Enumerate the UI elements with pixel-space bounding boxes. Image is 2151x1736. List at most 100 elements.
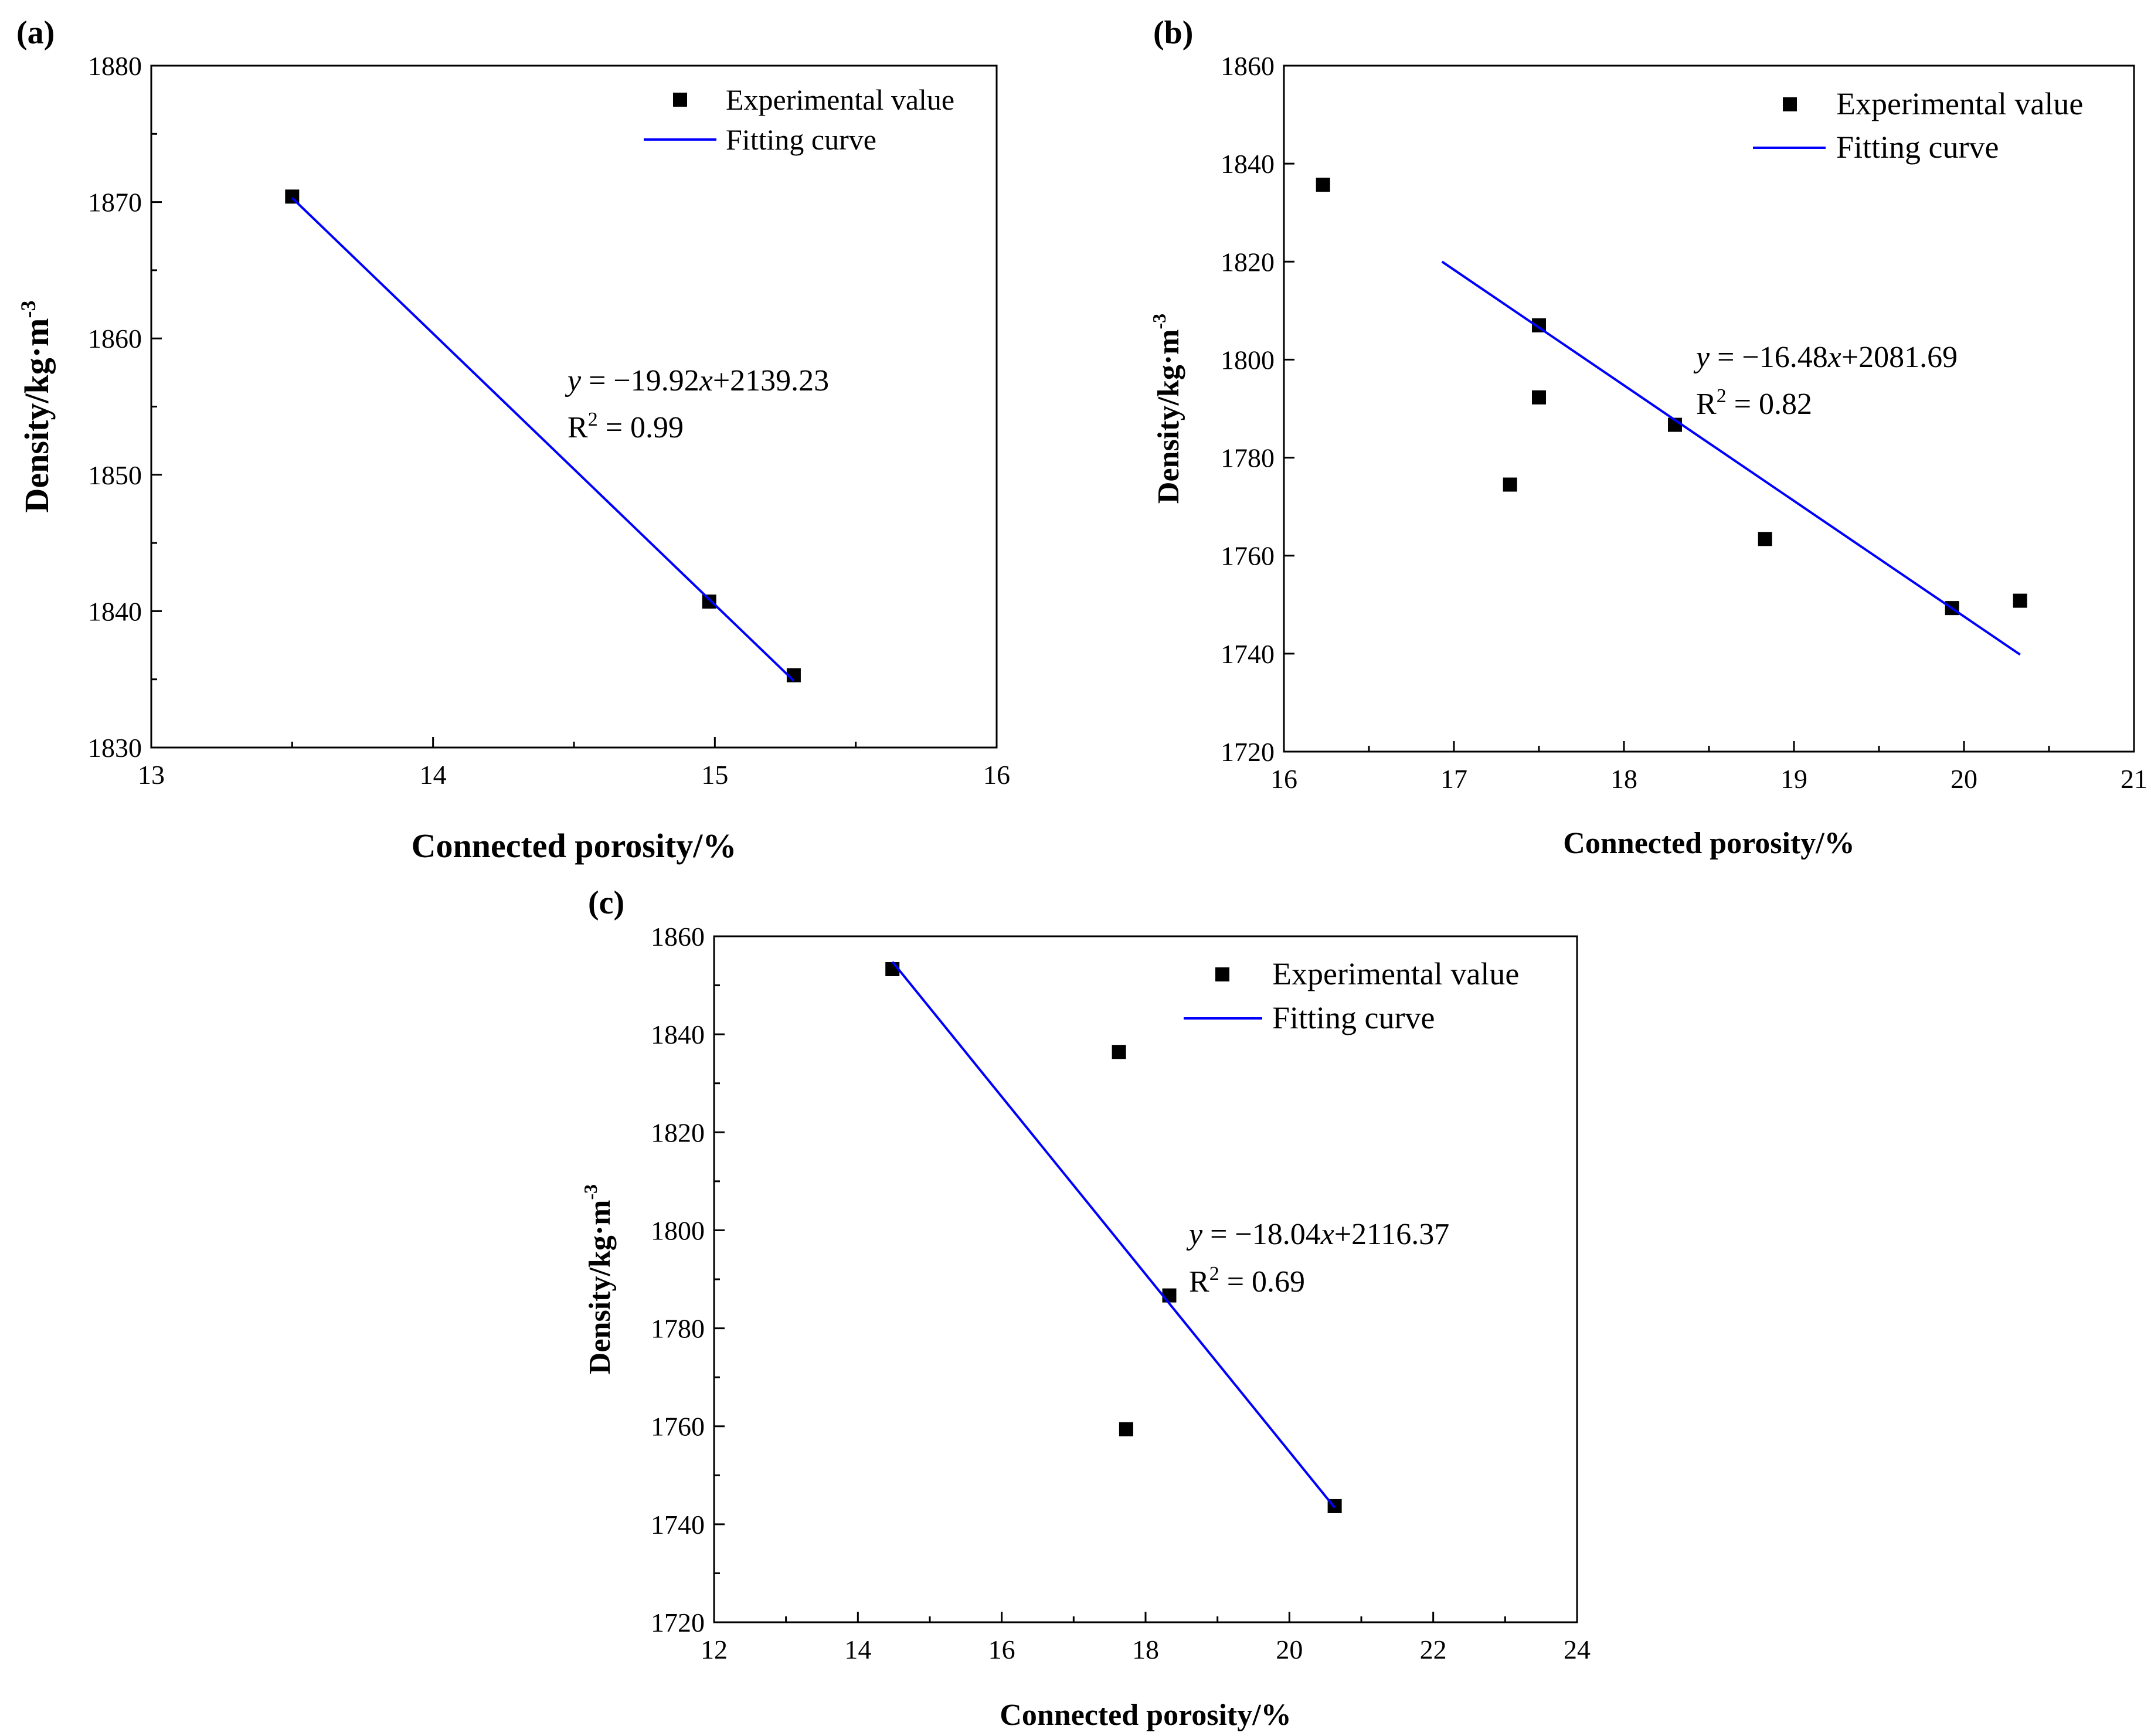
x-tick-label: 19 bbox=[1780, 764, 1807, 794]
chart-panel-2: (b) 16 17 18 19 20 21 1720 1740 1760 1780 1800 1820 1… bbox=[1148, 15, 2147, 860]
y-axis-label-superscript: -3 bbox=[580, 1184, 601, 1200]
legend-label-experimental: Experimental value bbox=[1272, 956, 1519, 991]
y-axis-label-text: Density/kg·m bbox=[18, 318, 56, 513]
y-axis-label-superscript: -3 bbox=[16, 301, 40, 318]
equation-x: x bbox=[1827, 341, 1841, 374]
y-tick-label: 1850 bbox=[88, 460, 142, 490]
experimental-point bbox=[1758, 532, 1772, 546]
experimental-point bbox=[1532, 390, 1546, 405]
chart-panel-1: (a) 13 14 15 16 1830 1840 1850 1860 1870 1880 Conne… bbox=[16, 15, 1010, 865]
y-tick-label: 1840 bbox=[1221, 149, 1275, 179]
equation-intercept: +2139.23 bbox=[713, 364, 829, 398]
legend: Experimental value Fitting curve bbox=[1184, 956, 1519, 1035]
legend-marker-square bbox=[673, 93, 687, 107]
x-tick-label: 20 bbox=[1950, 764, 1977, 794]
x-tick-label: 14 bbox=[420, 760, 447, 790]
x-axis-label: Connected porosity/% bbox=[1563, 827, 1854, 860]
equation-slope: = −16.48 bbox=[1710, 341, 1828, 374]
y-tick-label: 1740 bbox=[651, 1510, 705, 1540]
x-tick-label: 15 bbox=[701, 760, 728, 790]
y-tick-label: 1860 bbox=[1221, 51, 1275, 81]
x-axis-label: Connected porosity/% bbox=[1000, 1698, 1291, 1732]
fit-r-squared: R2 = 0.82 bbox=[1696, 385, 1812, 421]
equation-intercept: +2116.37 bbox=[1334, 1218, 1449, 1251]
panel-label: (c) bbox=[588, 885, 624, 921]
x-tick-label: 18 bbox=[1132, 1635, 1159, 1664]
y-tick-label: 1720 bbox=[1221, 737, 1275, 767]
legend-label-fitting: Fitting curve bbox=[1836, 130, 1999, 165]
equation-y: y bbox=[1186, 1218, 1203, 1251]
r2-base: R bbox=[1189, 1265, 1209, 1299]
y-tick-label: 1870 bbox=[88, 188, 142, 218]
fit-equation: y = −19.92x+2139.23 bbox=[565, 364, 829, 398]
y-tick-label: 1840 bbox=[88, 596, 142, 626]
legend-label-fitting: Fitting curve bbox=[726, 123, 876, 156]
r2-superscript: 2 bbox=[1209, 1263, 1219, 1285]
fit-equation: y = −16.48x+2081.69 bbox=[1693, 341, 1958, 374]
x-tick-label: 16 bbox=[1270, 764, 1297, 794]
equation-y: y bbox=[565, 364, 582, 398]
y-tick-label: 1880 bbox=[88, 51, 142, 81]
r2-value: = 0.69 bbox=[1219, 1265, 1305, 1299]
y-axis-label: Density/kg·m-3 bbox=[580, 1184, 617, 1374]
experimental-point bbox=[1112, 1045, 1126, 1059]
x-tick-label: 13 bbox=[138, 760, 165, 790]
y-tick-label: 1740 bbox=[1221, 639, 1275, 669]
panel-label: (a) bbox=[16, 15, 55, 51]
y-tick-label: 1830 bbox=[88, 733, 142, 763]
y-axis-label-text: Density/kg·m bbox=[583, 1200, 617, 1375]
y-axis-label: Density/kg·m-3 bbox=[16, 301, 56, 513]
y-tick-label: 1820 bbox=[1221, 247, 1275, 277]
y-tick-label: 1860 bbox=[88, 324, 142, 354]
r2-superscript: 2 bbox=[1717, 385, 1727, 407]
x-tick-label: 24 bbox=[1564, 1635, 1591, 1664]
r2-value: = 0.82 bbox=[1727, 388, 1812, 421]
plot-frame bbox=[150, 64, 998, 749]
y-tick-label: 1780 bbox=[1221, 443, 1275, 473]
equation-x: x bbox=[1320, 1218, 1334, 1251]
x-tick-label: 17 bbox=[1440, 764, 1467, 794]
y-tick-label: 1800 bbox=[651, 1215, 705, 1245]
equation-slope: = −19.92 bbox=[581, 364, 699, 398]
y-axis-label-superscript: -3 bbox=[1148, 314, 1170, 329]
r2-base: R bbox=[568, 411, 588, 444]
y-tick-label: 1720 bbox=[651, 1608, 705, 1638]
experimental-point bbox=[1119, 1422, 1133, 1436]
panel-label: (b) bbox=[1153, 15, 1193, 51]
x-tick-label: 20 bbox=[1276, 1635, 1303, 1664]
y-tick-label: 1800 bbox=[1221, 345, 1275, 375]
legend: Experimental value Fitting curve bbox=[644, 83, 954, 156]
experimental-point bbox=[2013, 593, 2027, 608]
x-tick-label: 22 bbox=[1420, 1635, 1447, 1664]
x-tick-label: 12 bbox=[701, 1635, 728, 1664]
fitting-curve-line bbox=[891, 961, 1336, 1509]
x-tick-label: 18 bbox=[1610, 764, 1637, 794]
legend-marker-square bbox=[1783, 97, 1797, 111]
legend-label-fitting: Fitting curve bbox=[1272, 1000, 1435, 1035]
legend-label-experimental: Experimental value bbox=[1836, 86, 2083, 121]
experimental-point bbox=[702, 594, 716, 609]
equation-y: y bbox=[1693, 341, 1710, 374]
chart-panel-3: (c)12 14 16 18 20 22 2417201740176017801800182… bbox=[580, 885, 1591, 1732]
r2-base: R bbox=[1696, 388, 1717, 421]
experimental-point bbox=[1503, 477, 1517, 492]
plot-frame bbox=[713, 935, 1578, 1623]
y-tick-label: 1760 bbox=[1221, 541, 1275, 571]
legend: Experimental value Fitting curve bbox=[1753, 86, 2083, 165]
y-tick-label: 1860 bbox=[651, 922, 705, 952]
x-axis-label: Connected porosity/% bbox=[412, 827, 737, 865]
y-tick-label: 1840 bbox=[651, 1020, 705, 1049]
y-axis-label: Density/kg·m-3 bbox=[1148, 314, 1185, 504]
y-tick-label: 1760 bbox=[651, 1412, 705, 1442]
y-axis-label-text: Density/kg·m bbox=[1152, 329, 1185, 504]
fitting-curve-line bbox=[291, 197, 795, 682]
experimental-point bbox=[1162, 1288, 1177, 1303]
experimental-point bbox=[1316, 178, 1330, 192]
x-tick-label: 16 bbox=[988, 1635, 1015, 1664]
fitting-curve-line bbox=[1441, 260, 2021, 656]
equation-x: x bbox=[699, 364, 713, 398]
r2-superscript: 2 bbox=[588, 409, 598, 430]
y-tick-label: 1780 bbox=[651, 1314, 705, 1344]
fit-r-squared: R2 = 0.69 bbox=[1189, 1263, 1305, 1299]
